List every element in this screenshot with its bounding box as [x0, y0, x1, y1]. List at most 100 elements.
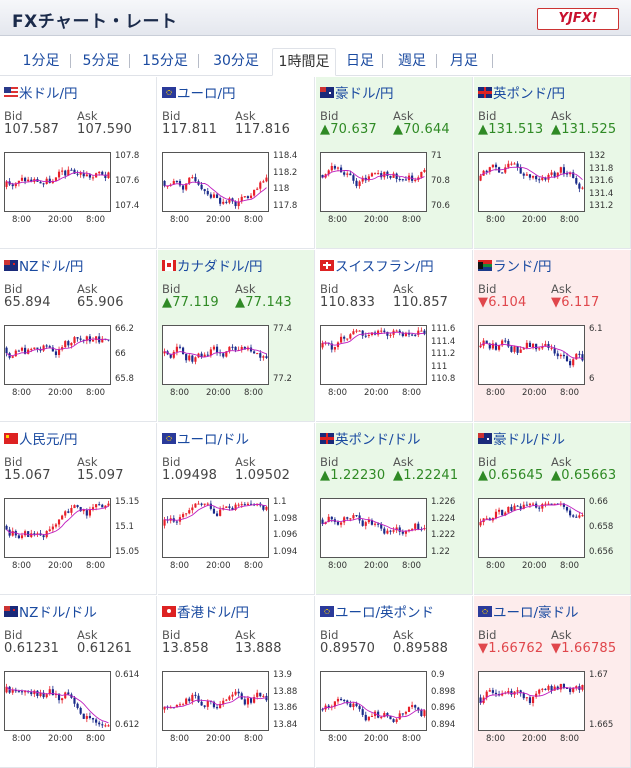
tab-7[interactable]: 月足	[450, 53, 478, 69]
pair-title[interactable]: ユーロ/ドル	[162, 429, 250, 448]
mini-candle-chart[interactable]: 132 131.8 131.6 131.4 131.2 8:00 20:00 8:00	[478, 151, 628, 242]
pair-title[interactable]: 英ポンド/ドル	[320, 429, 421, 448]
pair-title[interactable]: 豪ドル/ドル	[478, 429, 566, 448]
rate-card[interactable]: 英ポンド/ドル Bid Ask ▲1.22230 ▲1.22241 1.226 1.224 1…	[316, 423, 473, 595]
tab-3[interactable]: 30分足	[213, 53, 259, 69]
candle-body	[541, 346, 544, 349]
rate-card[interactable]: ユーロ/円 Bid Ask 117.811 117.816 118.4 118.2 118 11…	[158, 77, 315, 249]
candle-body	[178, 181, 182, 186]
mini-candle-chart[interactable]: 1.1 1.098 1.096 1.094 8:00 20:00 8:00	[162, 497, 312, 588]
pair-name-link[interactable]: NZドル/円	[19, 259, 84, 275]
candle-body	[228, 198, 231, 203]
pair-name-link[interactable]: NZドル/ドル	[19, 605, 97, 621]
mini-candle-chart[interactable]: 66.2 66 65.8 8:00 20:00 8:00	[4, 324, 154, 415]
candle-body	[420, 171, 423, 178]
mini-candle-chart[interactable]: 107.8 107.6 107.4 8:00 20:00 8:00	[4, 151, 154, 242]
pair-title[interactable]: 米ドル/円	[4, 83, 78, 102]
candle-body	[181, 514, 185, 518]
y-axis-tick-label: 111.6	[431, 324, 456, 334]
candle-body	[175, 346, 178, 352]
pair-title[interactable]: NZドル/ドル	[4, 602, 97, 621]
candle-body	[104, 505, 107, 508]
rate-card[interactable]: ユーロ/ドル Bid Ask 1.09498 1.09502 1.1 1.098 1.096 1…	[158, 423, 315, 595]
candle-body	[349, 703, 352, 708]
pair-name-link[interactable]: 豪ドル/ドル	[493, 432, 566, 448]
candle-body	[321, 519, 324, 524]
pair-title[interactable]: 人民元/円	[4, 429, 78, 448]
rate-card[interactable]: ユーロ/豪ドル Bid Ask ▼1.66762 ▼1.66785 1.67 1.665 8:…	[474, 596, 631, 768]
pair-name-link[interactable]: ユーロ/豪ドル	[493, 605, 579, 621]
candle-body	[222, 201, 225, 204]
pair-name-link[interactable]: 米ドル/円	[19, 86, 78, 102]
pair-title[interactable]: カナダドル/円	[162, 256, 263, 275]
pair-name-link[interactable]: スイスフラン/円	[335, 259, 434, 275]
tab-5[interactable]: 日足	[346, 53, 374, 69]
mini-candle-chart[interactable]: 0.66 0.658 0.656 8:00 20:00 8:00	[478, 497, 628, 588]
pair-title[interactable]: ユーロ/円	[162, 83, 236, 102]
bid-value: ▲70.637	[320, 122, 377, 137]
rate-card[interactable]: 米ドル/円 Bid Ask 107.587 107.590 107.8 107.6 107.4…	[0, 77, 157, 249]
pair-name-link[interactable]: 英ポンド/円	[493, 86, 566, 102]
tab-1[interactable]: 5分足	[82, 53, 120, 69]
x-axis-tick-label: 20:00	[48, 734, 73, 744]
pair-name-link[interactable]: カナダドル/円	[177, 259, 263, 275]
rate-card[interactable]: NZドル/ドル Bid Ask 0.61231 0.61261 0.614 0.612 8:0…	[0, 596, 157, 768]
pair-title[interactable]: スイスフラン/円	[320, 256, 434, 275]
rate-card[interactable]: 人民元/円 Bid Ask 15.067 15.097 15.15 15.1 15.05 8:0…	[0, 423, 157, 595]
pair-name-link[interactable]: ユーロ/英ポンド	[335, 605, 435, 621]
chart-plot-area	[4, 498, 111, 558]
rate-card[interactable]: 香港ドル/円 Bid Ask 13.858 13.888 13.9 13.88 13.86 13…	[158, 596, 315, 768]
mini-candle-chart[interactable]: 0.614 0.612 8:00 20:00 8:00	[4, 670, 154, 761]
candle-body	[377, 711, 380, 718]
rate-card[interactable]: スイスフラン/円 Bid Ask 110.833 110.857 111.6 111.4 11…	[316, 250, 473, 422]
candle-body	[200, 701, 203, 706]
mini-candle-chart[interactable]: 0.9 0.898 0.896 0.894 8:00 20:00 8:00	[320, 670, 470, 761]
pair-name-link[interactable]: ランド/円	[493, 259, 552, 275]
pair-name-link[interactable]: 英ポンド/ドル	[335, 432, 421, 448]
candle-body	[541, 177, 544, 180]
rate-card[interactable]: 豪ドル/円 Bid Ask ▲70.637 ▲70.644 71 70.8 70.6 8:00 2…	[316, 77, 473, 249]
pair-title[interactable]: ユーロ/英ポンド	[320, 602, 435, 621]
candle-body	[11, 356, 14, 358]
pair-title[interactable]: ランド/円	[478, 256, 552, 275]
mini-candle-chart[interactable]: 15.15 15.1 15.05 8:00 20:00 8:00	[4, 497, 154, 588]
pair-title[interactable]: 豪ドル/円	[320, 83, 394, 102]
y-axis-tick-label: 0.894	[431, 720, 456, 730]
yjfx-logo[interactable]: YJFX!	[537, 8, 619, 30]
mini-candle-chart[interactable]: 71 70.8 70.6 8:00 20:00 8:00	[320, 151, 470, 242]
rate-card[interactable]: ユーロ/英ポンド Bid Ask 0.89570 0.89588 0.9 0.898 0.89…	[316, 596, 473, 768]
rate-card[interactable]: 英ポンド/円 Bid Ask ▲131.513 ▲131.525 132 131.8 131.…	[474, 77, 631, 249]
pair-name-link[interactable]: 人民元/円	[19, 432, 78, 448]
rate-card[interactable]: ランド/円 Bid Ask ▼6.104 ▼6.117 6.1 6 8:00 20:00 8:00	[474, 250, 631, 422]
rate-card[interactable]: 豪ドル/ドル Bid Ask ▲0.65645 ▲0.65663 0.66 0.658 0.6…	[474, 423, 631, 595]
candle-body	[243, 699, 246, 705]
mini-candle-chart[interactable]: 6.1 6 8:00 20:00 8:00	[478, 324, 628, 415]
candle-body	[61, 698, 64, 701]
pair-name-link[interactable]: ユーロ/ドル	[177, 432, 250, 448]
rate-card[interactable]: NZドル/円 Bid Ask 65.894 65.906 66.2 66 65.8 8:00 20…	[0, 250, 157, 422]
pair-name-link[interactable]: 豪ドル/円	[335, 86, 394, 102]
pair-title[interactable]: ユーロ/豪ドル	[478, 602, 579, 621]
pair-title[interactable]: 香港ドル/円	[162, 602, 250, 621]
candle-body	[259, 182, 262, 189]
pair-title[interactable]: 英ポンド/円	[478, 83, 566, 102]
tab-6[interactable]: 週足	[398, 53, 426, 69]
candle-body	[565, 506, 569, 511]
mini-candle-chart[interactable]: 118.4 118.2 118 117.8 8:00 20:00 8:00	[162, 151, 312, 242]
mini-candle-chart[interactable]: 1.67 1.665 8:00 20:00 8:00	[478, 670, 628, 761]
x-axis-tick-label: 8:00	[402, 734, 422, 744]
x-axis-tick-label: 8:00	[560, 388, 580, 398]
pair-name-link[interactable]: 香港ドル/円	[177, 605, 250, 621]
rate-card[interactable]: カナダドル/円 Bid Ask ▲77.119 ▲77.143 77.4 77.2 8:00 2…	[158, 250, 315, 422]
pair-name-link[interactable]: ユーロ/円	[177, 86, 236, 102]
tab-4[interactable]: 1時間足	[272, 48, 336, 76]
x-axis-tick-label: 8:00	[402, 561, 422, 571]
mini-candle-chart[interactable]: 13.9 13.88 13.86 13.84 8:00 20:00 8:00	[162, 670, 312, 761]
pair-title[interactable]: NZドル/円	[4, 256, 84, 275]
mini-candle-chart[interactable]: 111.6 111.4 111.2 111 110.8 8:00 20:00 8:00	[320, 324, 470, 415]
mini-candle-chart[interactable]: 1.226 1.224 1.222 1.22 8:00 20:00 8:00	[320, 497, 470, 588]
mini-candle-chart[interactable]: 77.4 77.2 8:00 20:00 8:00	[162, 324, 312, 415]
candle-body	[70, 169, 73, 171]
tab-2[interactable]: 15分足	[142, 53, 188, 69]
tab-0[interactable]: 1分足	[22, 53, 60, 69]
